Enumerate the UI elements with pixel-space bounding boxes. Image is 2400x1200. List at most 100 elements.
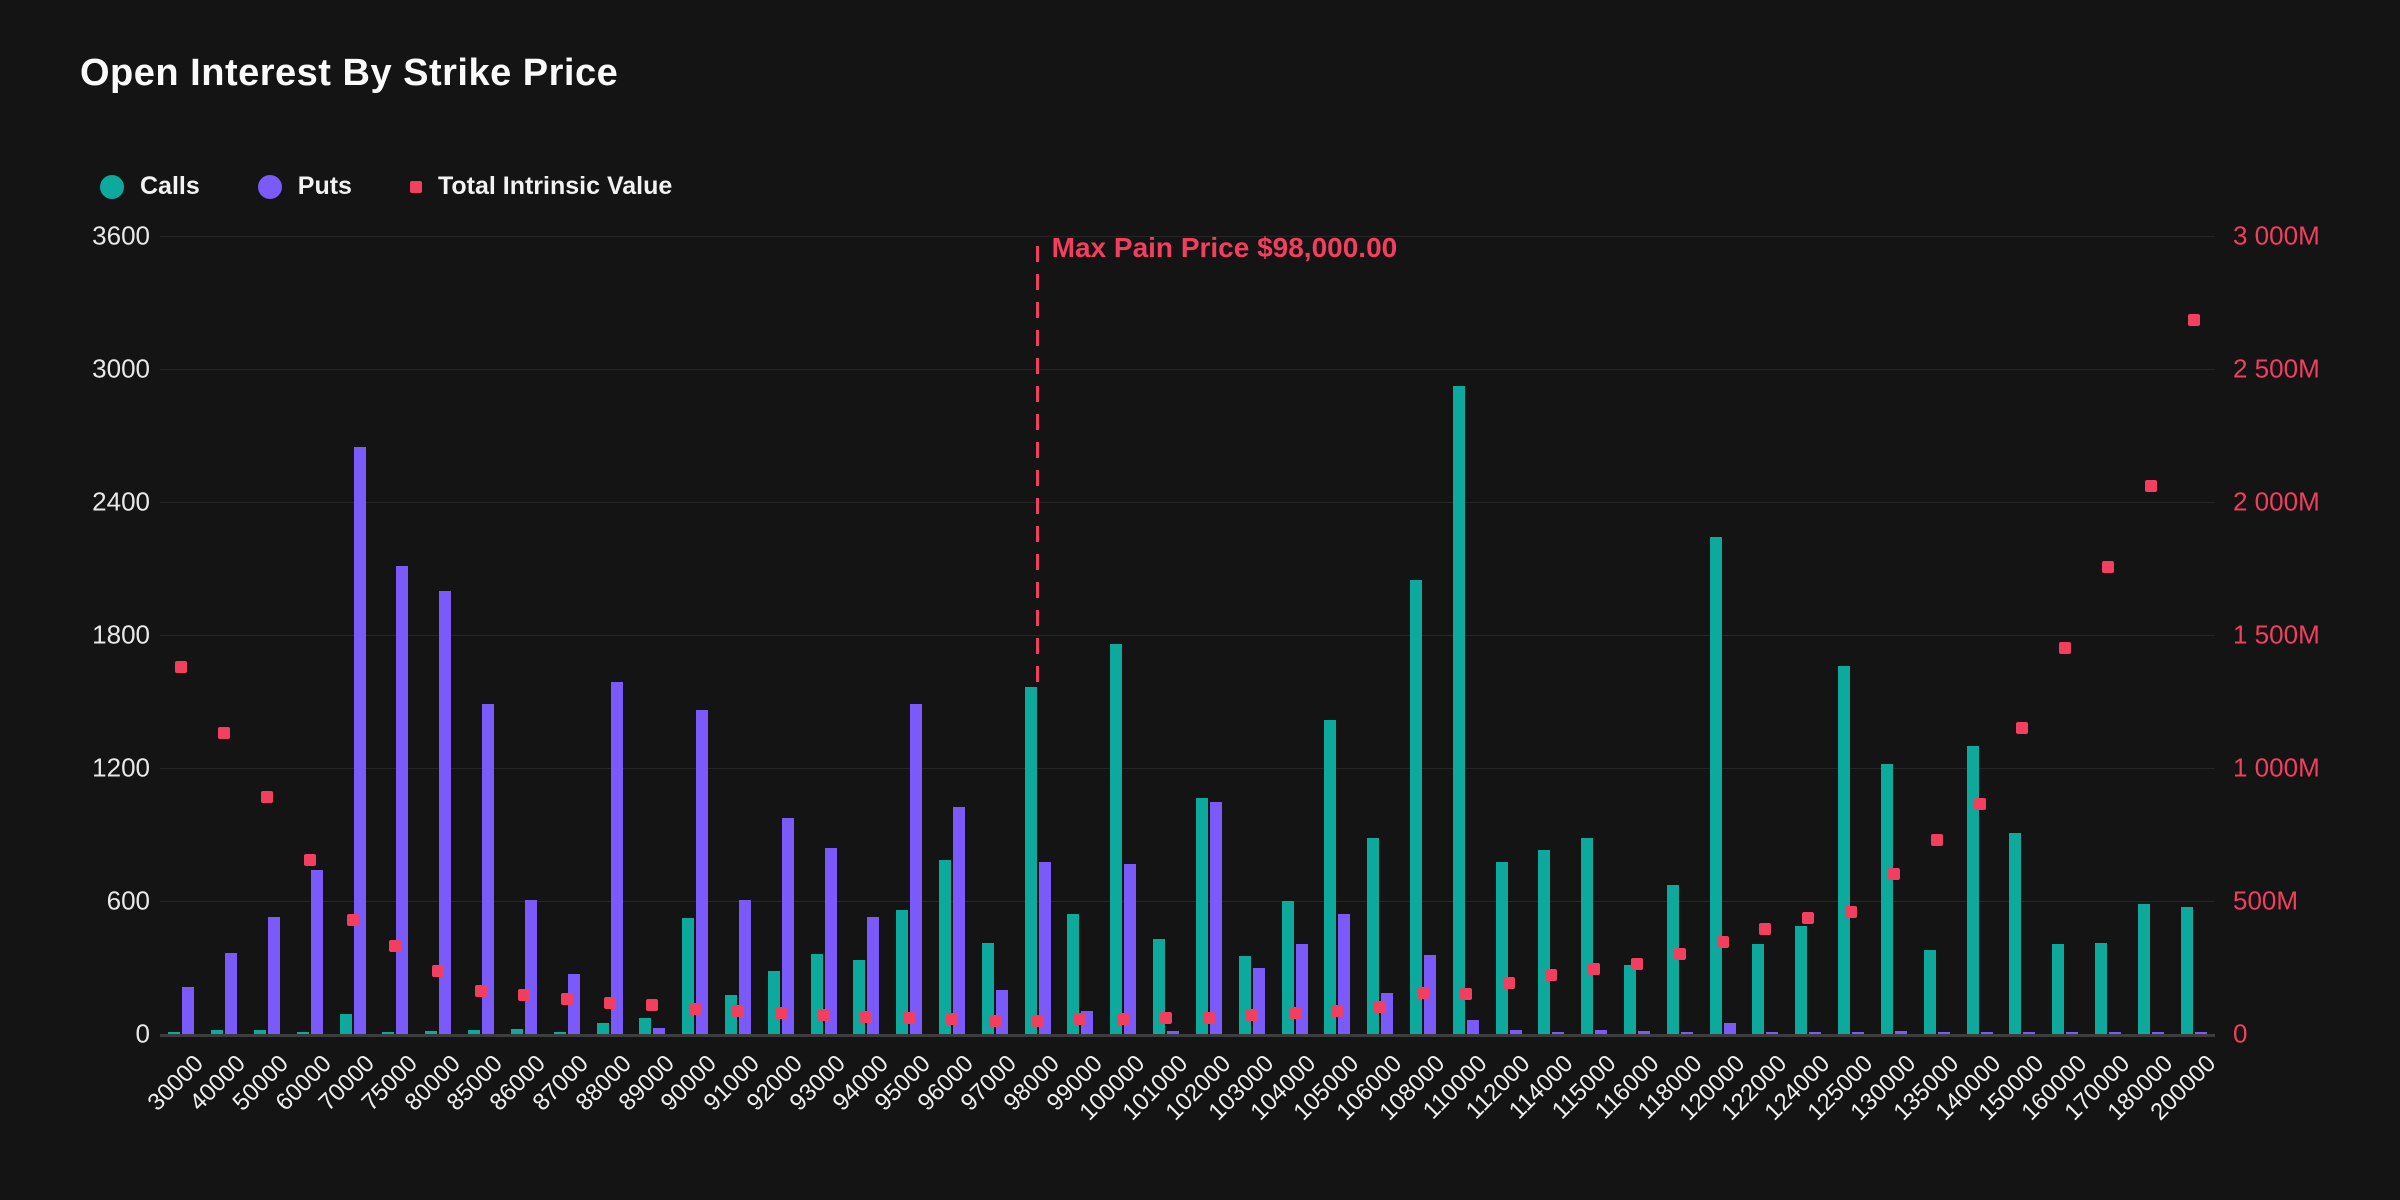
intrinsic-value-dot[interactable] [475,985,488,998]
intrinsic-value-dot[interactable] [1288,1006,1301,1019]
puts-bar[interactable] [1423,955,1436,1034]
calls-bar[interactable] [425,1030,438,1034]
intrinsic-value-dot[interactable] [1631,957,1644,970]
intrinsic-value-dot[interactable] [432,965,445,978]
puts-bar[interactable] [439,590,452,1034]
puts-bar[interactable] [1980,1032,1993,1034]
calls-bar[interactable] [1581,837,1594,1034]
puts-bar[interactable] [225,953,238,1034]
intrinsic-value-dot[interactable] [175,660,188,673]
calls-bar[interactable] [1067,914,1080,1034]
puts-bar[interactable] [1509,1029,1522,1034]
calls-bar[interactable] [1110,643,1123,1034]
puts-bar[interactable] [1680,1031,1693,1034]
puts-bar[interactable] [1723,1022,1736,1034]
calls-bar[interactable] [810,954,823,1034]
calls-bar[interactable] [1409,579,1422,1034]
intrinsic-value-dot[interactable] [1716,936,1729,949]
intrinsic-value-dot[interactable] [1545,969,1558,982]
intrinsic-value-dot[interactable] [1074,1013,1087,1026]
calls-bar[interactable] [211,1029,224,1034]
intrinsic-value-dot[interactable] [1416,986,1429,999]
intrinsic-value-dot[interactable] [860,1010,873,1023]
calls-bar[interactable] [639,1018,652,1034]
calls-bar[interactable] [2052,944,2065,1034]
calls-bar[interactable] [2137,904,2150,1034]
calls-bar[interactable] [1281,901,1294,1034]
calls-bar[interactable] [1880,763,1893,1034]
intrinsic-value-dot[interactable] [1802,912,1815,925]
intrinsic-value-dot[interactable] [2016,722,2029,735]
intrinsic-value-dot[interactable] [1973,797,1986,810]
calls-bar[interactable] [1838,666,1851,1034]
puts-bar[interactable] [1894,1030,1907,1034]
intrinsic-value-dot[interactable] [560,993,573,1006]
calls-bar[interactable] [1752,944,1765,1034]
puts-bar[interactable] [738,899,751,1034]
intrinsic-value-dot[interactable] [1759,922,1772,935]
puts-bar[interactable] [396,566,409,1034]
legend-item-calls[interactable]: Calls [100,172,200,201]
calls-bar[interactable] [682,917,695,1034]
intrinsic-value-dot[interactable] [1374,1001,1387,1014]
intrinsic-value-dot[interactable] [1588,962,1601,975]
puts-bar[interactable] [353,446,366,1034]
puts-bar[interactable] [482,703,495,1034]
calls-bar[interactable] [2094,943,2107,1034]
puts-bar[interactable] [696,710,709,1034]
calls-bar[interactable] [2009,833,2022,1034]
intrinsic-value-dot[interactable] [603,997,616,1010]
calls-bar[interactable] [1324,720,1337,1034]
calls-bar[interactable] [1666,885,1679,1034]
calls-bar[interactable] [596,1022,609,1034]
calls-bar[interactable] [468,1030,481,1034]
puts-bar[interactable] [1937,1032,1950,1034]
intrinsic-value-dot[interactable] [218,727,231,740]
puts-bar[interactable] [310,869,323,1034]
puts-bar[interactable] [824,847,837,1034]
intrinsic-value-dot[interactable] [1673,948,1686,961]
intrinsic-value-dot[interactable] [2187,313,2200,326]
intrinsic-value-dot[interactable] [1031,1014,1044,1027]
puts-bar[interactable] [1209,802,1222,1034]
puts-bar[interactable] [610,681,623,1034]
intrinsic-value-dot[interactable] [1502,977,1515,990]
calls-bar[interactable] [1495,862,1508,1034]
puts-bar[interactable] [567,974,580,1034]
intrinsic-value-dot[interactable] [731,1005,744,1018]
calls-bar[interactable] [339,1014,352,1034]
calls-bar[interactable] [1238,956,1251,1034]
intrinsic-value-dot[interactable] [303,853,316,866]
intrinsic-value-dot[interactable] [2144,480,2157,493]
puts-bar[interactable] [867,916,880,1034]
intrinsic-value-dot[interactable] [1245,1009,1258,1022]
calls-bar[interactable] [1795,926,1808,1034]
puts-bar[interactable] [1124,864,1137,1034]
puts-bar[interactable] [1167,1030,1180,1034]
puts-bar[interactable] [2151,1032,2164,1034]
calls-bar[interactable] [1923,949,1936,1034]
puts-bar[interactable] [995,989,1008,1034]
intrinsic-value-dot[interactable] [517,989,530,1002]
intrinsic-value-dot[interactable] [988,1014,1001,1027]
puts-bar[interactable] [1338,914,1351,1034]
calls-bar[interactable] [767,970,780,1034]
puts-bar[interactable] [653,1028,666,1034]
intrinsic-value-dot[interactable] [2101,561,2114,574]
puts-bar[interactable] [1381,992,1394,1034]
puts-bar[interactable] [781,817,794,1034]
intrinsic-value-dot[interactable] [2059,642,2072,655]
calls-bar[interactable] [510,1029,523,1034]
calls-bar[interactable] [1367,837,1380,1034]
calls-bar[interactable] [553,1031,566,1034]
calls-bar[interactable] [896,909,909,1034]
intrinsic-value-dot[interactable] [1160,1012,1173,1025]
intrinsic-value-dot[interactable] [1117,1013,1130,1026]
puts-bar[interactable] [1252,967,1265,1034]
calls-bar[interactable] [1452,385,1465,1034]
puts-bar[interactable] [1852,1031,1865,1034]
puts-bar[interactable] [1295,944,1308,1034]
intrinsic-value-dot[interactable] [261,791,274,804]
calls-bar[interactable] [981,943,994,1034]
intrinsic-value-dot[interactable] [1887,868,1900,881]
